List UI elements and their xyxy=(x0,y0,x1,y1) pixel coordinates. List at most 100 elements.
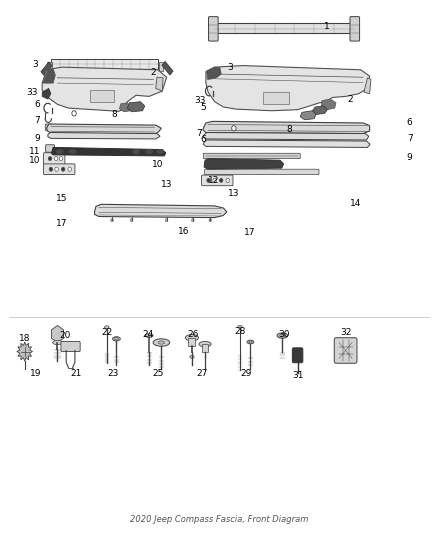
Text: 10: 10 xyxy=(152,160,164,169)
Bar xyxy=(159,62,163,71)
Ellipse shape xyxy=(158,341,165,344)
Text: 18: 18 xyxy=(19,334,31,343)
Text: 31: 31 xyxy=(293,371,304,380)
Text: 10: 10 xyxy=(28,156,40,165)
Text: 13: 13 xyxy=(228,189,239,198)
Ellipse shape xyxy=(105,326,109,328)
FancyBboxPatch shape xyxy=(208,17,218,41)
Polygon shape xyxy=(51,148,166,156)
Text: 32: 32 xyxy=(340,328,351,337)
Ellipse shape xyxy=(146,150,152,154)
Ellipse shape xyxy=(247,340,254,344)
Text: 9: 9 xyxy=(34,134,40,143)
Circle shape xyxy=(49,157,51,160)
Bar xyxy=(90,90,114,102)
FancyBboxPatch shape xyxy=(43,153,65,165)
Circle shape xyxy=(207,179,210,182)
Polygon shape xyxy=(203,122,370,134)
Ellipse shape xyxy=(280,334,285,337)
FancyBboxPatch shape xyxy=(202,344,208,352)
Circle shape xyxy=(232,126,236,131)
Text: 33: 33 xyxy=(194,96,206,105)
Ellipse shape xyxy=(56,150,63,154)
Text: 17: 17 xyxy=(56,220,67,229)
Text: 17: 17 xyxy=(244,228,255,237)
Ellipse shape xyxy=(277,333,288,338)
Text: 33: 33 xyxy=(26,87,38,96)
Circle shape xyxy=(219,178,223,182)
Circle shape xyxy=(213,178,216,182)
Circle shape xyxy=(62,167,64,171)
Text: 6: 6 xyxy=(34,100,40,109)
Text: 19: 19 xyxy=(30,369,41,378)
FancyBboxPatch shape xyxy=(188,338,195,346)
Bar xyxy=(51,59,158,74)
Text: 23: 23 xyxy=(108,369,119,378)
Text: 8: 8 xyxy=(286,125,292,134)
Bar xyxy=(244,69,249,90)
Bar xyxy=(247,71,359,87)
Polygon shape xyxy=(48,133,160,139)
Ellipse shape xyxy=(238,326,242,328)
Text: 28: 28 xyxy=(234,327,246,336)
Text: 7: 7 xyxy=(34,116,40,125)
FancyBboxPatch shape xyxy=(61,342,80,352)
Polygon shape xyxy=(162,61,173,75)
Circle shape xyxy=(48,157,52,161)
Text: 2020 Jeep Compass Fascia, Front Diagram: 2020 Jeep Compass Fascia, Front Diagram xyxy=(130,514,308,523)
Text: 2: 2 xyxy=(347,94,353,103)
Text: 5: 5 xyxy=(200,102,206,111)
Circle shape xyxy=(111,219,113,222)
FancyBboxPatch shape xyxy=(201,175,233,185)
Polygon shape xyxy=(95,204,227,217)
FancyBboxPatch shape xyxy=(215,23,354,33)
Polygon shape xyxy=(207,67,221,79)
Text: 8: 8 xyxy=(111,110,117,119)
Polygon shape xyxy=(43,69,55,83)
Text: 30: 30 xyxy=(279,329,290,338)
Circle shape xyxy=(207,178,210,182)
Ellipse shape xyxy=(199,342,211,347)
Circle shape xyxy=(72,111,76,116)
Text: 24: 24 xyxy=(143,330,154,339)
Text: 1: 1 xyxy=(324,22,329,31)
Circle shape xyxy=(49,167,52,171)
Ellipse shape xyxy=(249,341,252,343)
Text: 27: 27 xyxy=(197,369,208,378)
Text: 20: 20 xyxy=(60,331,71,340)
Circle shape xyxy=(68,167,71,171)
Text: 6: 6 xyxy=(200,135,206,144)
Polygon shape xyxy=(46,124,161,134)
Polygon shape xyxy=(364,78,371,94)
Polygon shape xyxy=(17,342,32,361)
Ellipse shape xyxy=(185,335,198,341)
FancyBboxPatch shape xyxy=(350,17,360,41)
Circle shape xyxy=(165,219,168,222)
Ellipse shape xyxy=(53,341,62,345)
Circle shape xyxy=(54,157,58,161)
Text: 6: 6 xyxy=(407,118,413,127)
Text: 14: 14 xyxy=(350,199,361,208)
Polygon shape xyxy=(41,62,52,76)
Text: 12: 12 xyxy=(208,176,219,185)
Circle shape xyxy=(191,219,194,222)
FancyBboxPatch shape xyxy=(292,348,303,363)
Circle shape xyxy=(209,219,212,222)
Text: 9: 9 xyxy=(407,153,413,162)
Text: 29: 29 xyxy=(240,369,252,378)
FancyBboxPatch shape xyxy=(203,154,300,159)
Polygon shape xyxy=(312,106,327,115)
Polygon shape xyxy=(127,102,145,112)
Circle shape xyxy=(61,167,65,171)
Polygon shape xyxy=(321,99,336,110)
FancyBboxPatch shape xyxy=(45,124,53,131)
Ellipse shape xyxy=(133,150,140,154)
Ellipse shape xyxy=(156,150,163,154)
FancyBboxPatch shape xyxy=(43,164,75,174)
Text: 15: 15 xyxy=(56,194,67,203)
Bar xyxy=(263,92,289,104)
Text: 7: 7 xyxy=(407,134,413,143)
Polygon shape xyxy=(203,140,370,148)
Ellipse shape xyxy=(69,150,76,154)
FancyBboxPatch shape xyxy=(205,169,319,174)
